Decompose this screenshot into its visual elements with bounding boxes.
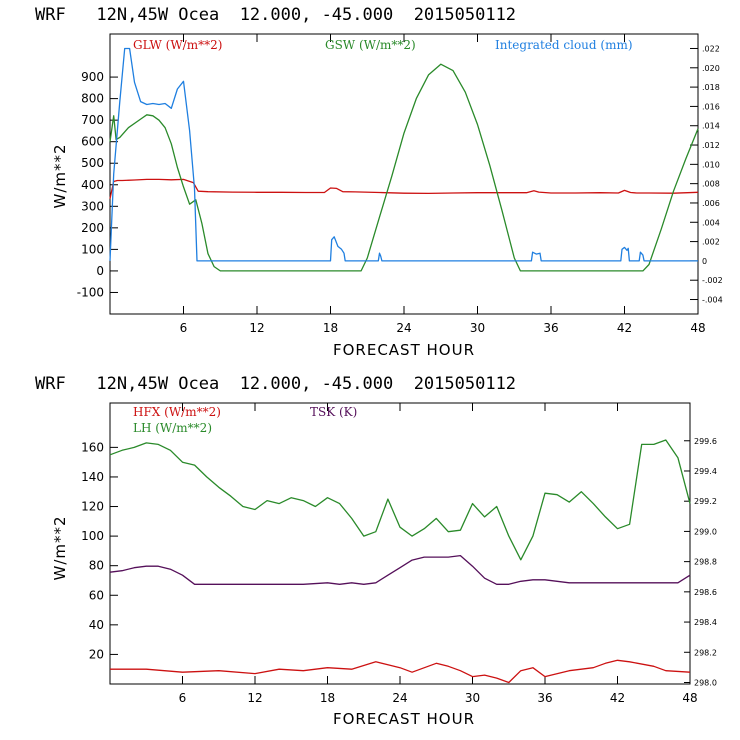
bottom-x-axis: 6 12 18 24 30 36 42 48 (179, 403, 698, 705)
x-tick-label: 24 (392, 691, 407, 705)
series-line-gsw (109, 63, 699, 272)
x-tick-label: 12 (247, 691, 262, 705)
y-tick-label: 100 (81, 242, 104, 256)
top-x-axis-label: FORECAST HOUR (333, 341, 475, 359)
y-tick-label: 900 (81, 70, 104, 84)
x-tick-label: 6 (179, 691, 187, 705)
y-tick-label: 800 (81, 92, 104, 106)
y2-tick-label: 299.2 (694, 497, 717, 506)
y-tick-label: 600 (81, 135, 104, 149)
x-tick-label: 6 (180, 321, 188, 335)
series-line-tsk (109, 554, 691, 585)
y-tick-label: 40 (89, 618, 104, 632)
y2-tick-label: .004 (702, 218, 720, 227)
y2-tick-label: -.004 (702, 296, 723, 305)
x-tick-label: 12 (249, 321, 264, 335)
top-y-axis-label: W/m**2 (51, 143, 69, 208)
series-line-integrated-cloud (109, 47, 698, 262)
series-line-glw (109, 178, 699, 199)
x-tick-label: 42 (610, 691, 625, 705)
legend-lh: LH (W/m**2) (133, 421, 212, 435)
y-tick-label: 120 (81, 500, 104, 514)
x-tick-label: 42 (617, 321, 632, 335)
x-tick-label: 24 (396, 321, 411, 335)
x-tick-label: 30 (465, 691, 480, 705)
y-tick-label: 500 (81, 156, 104, 170)
top-y-axis: -100 0 100 200 300 400 500 600 700 800 900 (77, 70, 118, 299)
bottom-y-axis: 20 40 60 80 100 120 140 160 (81, 440, 118, 661)
y2-tick-label: .018 (702, 83, 720, 92)
bottom-right-axis: 298.0 298.2 298.4 298.6 298.8 299.0 299.2 299.4… (684, 437, 717, 687)
legend-cloud: Integrated cloud (mm) (495, 38, 633, 52)
y2-tick-label: 299.4 (694, 467, 717, 476)
series-line-hfx (110, 659, 691, 684)
x-tick-label: 18 (320, 691, 335, 705)
legend-tsk: TSK (K) (310, 405, 357, 419)
top-x-axis: 6 12 18 24 30 36 42 48 (180, 34, 706, 335)
y2-tick-label: -.002 (702, 276, 723, 285)
y2-tick-label: 298.8 (694, 558, 717, 567)
y2-tick-label: 299.0 (694, 527, 717, 536)
y-tick-label: 200 (81, 221, 104, 235)
x-tick-label: 48 (690, 321, 705, 335)
legend-hfx: HFX (W/m**2) (133, 405, 221, 419)
y2-tick-label: .006 (702, 199, 720, 208)
y2-tick-label: .002 (702, 238, 720, 247)
y2-tick-label: .014 (702, 122, 720, 131)
x-tick-label: 36 (543, 321, 558, 335)
x-tick-label: 36 (537, 691, 552, 705)
bottom-series-group (109, 439, 691, 684)
y-tick-label: 140 (81, 470, 104, 484)
y2-tick-label: 298.4 (694, 618, 717, 627)
top-chart: WRF 12N,45W Ocea 12.000, -45.000 2015050… (35, 5, 723, 359)
y2-tick-label: .010 (702, 160, 720, 169)
series-line-lh (109, 439, 691, 561)
y2-tick-label: 298.6 (694, 588, 717, 597)
y2-tick-label: 299.6 (694, 437, 717, 446)
top-right-axis: -.004 -.002 0 .002 .004 .006 .008 .010 .012 .014.… (690, 44, 723, 305)
y-tick-label: 400 (81, 178, 104, 192)
y-tick-label: 60 (89, 588, 104, 602)
y-tick-label: 0 (96, 264, 104, 278)
y2-tick-label: .008 (702, 180, 720, 189)
y2-tick-label: .016 (702, 102, 720, 111)
y2-tick-label: 298.0 (694, 678, 717, 687)
y-tick-label: 80 (89, 559, 104, 573)
y-tick-label: 700 (81, 113, 104, 127)
y2-tick-label: 0 (702, 257, 707, 266)
y2-tick-label: 298.2 (694, 648, 717, 657)
x-tick-label: 18 (323, 321, 338, 335)
top-series-group (109, 47, 699, 272)
x-tick-label: 30 (470, 321, 485, 335)
legend-glw: GLW (W/m**2) (133, 38, 222, 52)
y2-tick-label: .022 (702, 44, 720, 53)
y-tick-label: 100 (81, 529, 104, 543)
bottom-y-axis-label: W/m**2 (51, 515, 69, 580)
bottom-chart: WRF 12N,45W Ocea 12.000, -45.000 2015050… (35, 374, 717, 728)
y-tick-label: 300 (81, 199, 104, 213)
bottom-x-axis-label: FORECAST HOUR (333, 710, 475, 728)
legend-gsw: GSW (W/m**2) (325, 38, 416, 52)
x-tick-label: 48 (682, 691, 697, 705)
y-tick-label: 20 (89, 647, 104, 661)
y2-tick-label: .020 (702, 64, 720, 73)
bottom-chart-title: WRF 12N,45W Ocea 12.000, -45.000 2015050… (35, 374, 516, 394)
y-tick-label: 160 (81, 440, 104, 454)
y2-tick-label: .012 (702, 141, 720, 150)
y-tick-label: -100 (77, 285, 104, 299)
top-chart-title: WRF 12N,45W Ocea 12.000, -45.000 2015050… (35, 5, 516, 25)
